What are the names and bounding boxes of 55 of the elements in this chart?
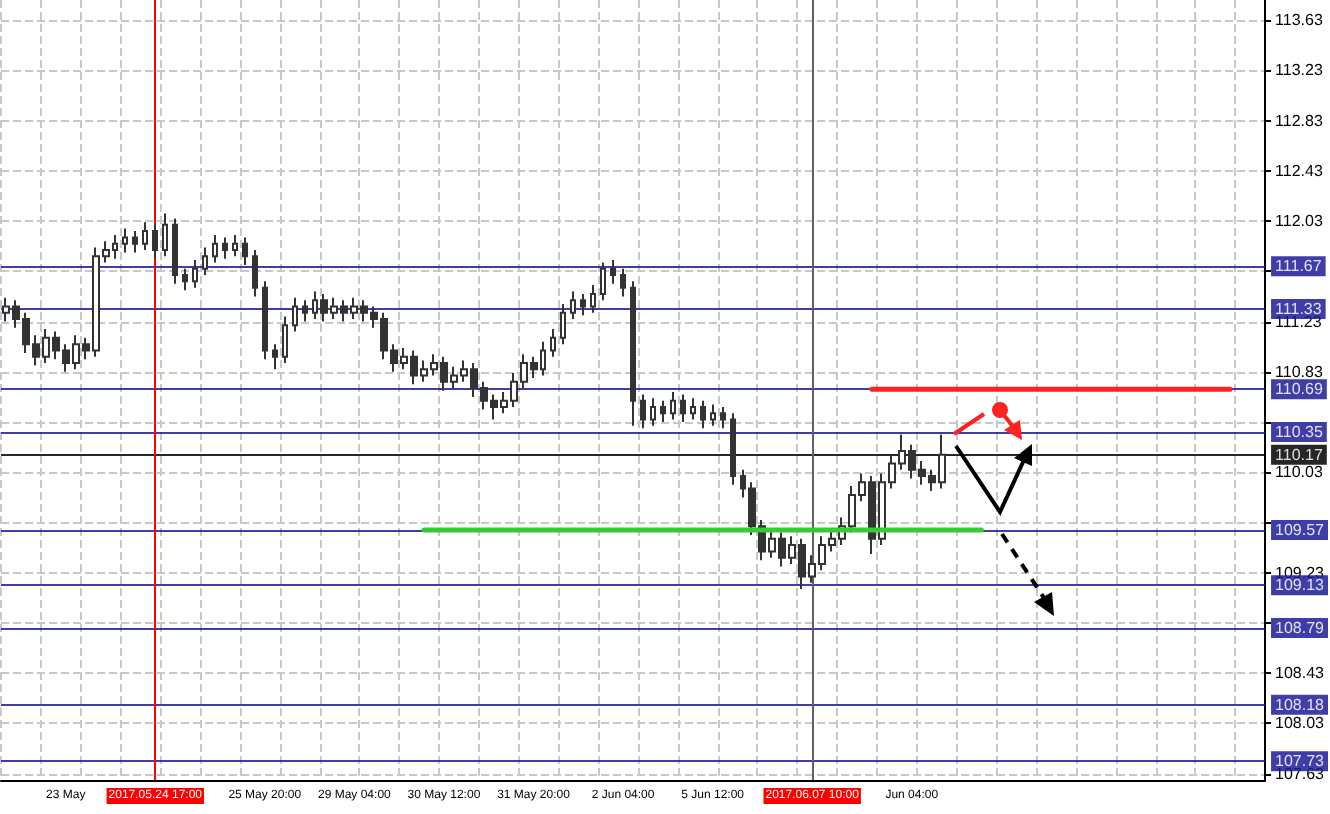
ref-line-label: 108.18 [1275, 695, 1326, 714]
y-tick-label: 112.83 [1275, 111, 1324, 130]
candlestick [202, 246, 208, 277]
y-tick-label: 113.23 [1275, 61, 1324, 80]
candlestick [222, 236, 228, 260]
y-tick-label: 112.03 [1275, 212, 1324, 231]
candlestick [122, 227, 128, 254]
ref-line-label: 110.17 [1275, 445, 1324, 464]
candlestick [680, 393, 686, 424]
candlestick [610, 259, 616, 285]
candlestick [620, 267, 626, 298]
y-tick-label: 110.83 [1275, 362, 1324, 381]
candlestick [142, 221, 148, 251]
candlestick [152, 223, 158, 260]
candlestick [700, 399, 706, 430]
ref-line-label: 111.33 [1275, 299, 1323, 318]
candlestick [272, 343, 278, 371]
ref-line-label: 110.69 [1275, 380, 1324, 399]
ref-line-label: 108.79 [1275, 619, 1326, 638]
y-tick-label: 108.43 [1275, 664, 1326, 683]
candlestick [172, 217, 178, 285]
candlestick [212, 233, 218, 264]
candlestick [630, 280, 636, 427]
candlestick [292, 296, 298, 333]
candlestick [580, 292, 586, 317]
candlestick [590, 284, 596, 314]
y-tick-label: 112.43 [1275, 161, 1324, 180]
candlestick [640, 393, 646, 430]
candlestick [162, 212, 168, 258]
candlestick [570, 290, 576, 321]
candlestick [600, 261, 606, 302]
candlestick [252, 248, 258, 298]
candlestick [710, 403, 716, 427]
candlestick [670, 390, 676, 421]
candlestick [132, 230, 138, 254]
y-tick-label: 108.03 [1275, 714, 1326, 733]
candlestick [550, 328, 556, 358]
candlestick [690, 397, 696, 421]
candlestick [182, 267, 188, 292]
ref-line-label: 110.35 [1275, 423, 1324, 442]
candlestick [302, 299, 308, 323]
candlestick [282, 315, 288, 364]
y-tick-label: 113.63 [1275, 11, 1324, 30]
ref-line-label: 109.57 [1275, 521, 1326, 540]
candlestick [232, 233, 238, 258]
ref-line-label: 111.67 [1275, 257, 1323, 276]
candlestick [192, 259, 198, 289]
candlestick [262, 280, 268, 361]
candlestick [660, 399, 666, 424]
candlestick [560, 302, 566, 346]
candlestick [720, 405, 726, 430]
candlestick [730, 412, 736, 486]
y-tick-label: 110.03 [1275, 463, 1324, 482]
candlestick [242, 236, 248, 267]
candlestick [650, 397, 656, 427]
